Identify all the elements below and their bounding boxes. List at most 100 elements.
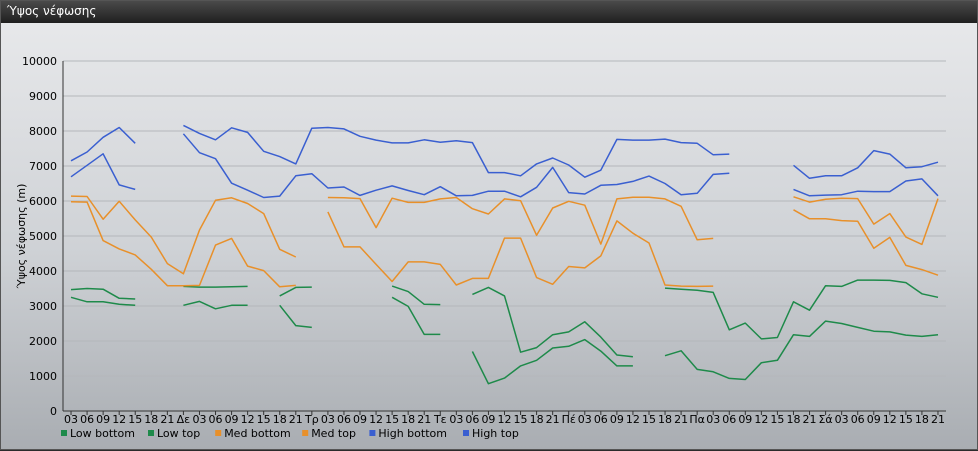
grid bbox=[63, 60, 946, 412]
x-tick-label: Πα bbox=[689, 413, 705, 426]
x-tick-label: 03 bbox=[64, 413, 78, 426]
legend-item: Med bottom bbox=[215, 427, 291, 440]
legend-item: High top bbox=[463, 427, 519, 440]
legend-label: Low top bbox=[157, 427, 200, 440]
legend: Low bottom Low top Med bottom Med top High b… bbox=[61, 427, 519, 440]
x-tick-label: 18 bbox=[401, 413, 415, 426]
series-line-segment bbox=[183, 124, 730, 178]
series-line-segment bbox=[70, 200, 296, 288]
legend-label: Low bottom bbox=[70, 427, 135, 440]
x-tick-label: 15 bbox=[770, 413, 784, 426]
x-tick-label: 09 bbox=[481, 413, 495, 426]
x-tick-label: 06 bbox=[80, 413, 94, 426]
x-tick-label: 12 bbox=[369, 413, 383, 426]
x-tick-label: 21 bbox=[160, 413, 174, 426]
x-tick-label: 09 bbox=[225, 413, 239, 426]
x-tick-label: 03 bbox=[835, 413, 849, 426]
series-low-bottom bbox=[70, 296, 939, 385]
y-tick-label: 5000 bbox=[29, 230, 57, 243]
series-line-segment bbox=[70, 153, 136, 191]
x-tick-label: 09 bbox=[738, 413, 752, 426]
legend-label: Med bottom bbox=[224, 427, 291, 440]
series-line-segment bbox=[664, 279, 939, 340]
x-tick-label: 03 bbox=[449, 413, 463, 426]
x-tick-label: 06 bbox=[465, 413, 479, 426]
series-line-segment bbox=[391, 285, 441, 306]
x-tick-label: 09 bbox=[96, 413, 110, 426]
x-tick-label: 09 bbox=[867, 413, 881, 426]
series-med-top bbox=[70, 195, 939, 275]
x-tick-label: 06 bbox=[722, 413, 736, 426]
series-line-segment bbox=[793, 178, 939, 197]
x-tick-label: 18 bbox=[658, 413, 672, 426]
x-tick-label: 21 bbox=[417, 413, 431, 426]
x-tick-label: 15 bbox=[899, 413, 913, 426]
series-line-segment bbox=[327, 211, 714, 288]
series-med-bottom bbox=[70, 200, 939, 288]
y-tick-label: 7000 bbox=[29, 160, 57, 173]
series-line-segment bbox=[793, 196, 939, 246]
series-line-segment bbox=[664, 320, 939, 381]
x-tick-label: 06 bbox=[337, 413, 351, 426]
x-tick-label: 12 bbox=[754, 413, 768, 426]
x-tick-label: 03 bbox=[706, 413, 720, 426]
x-tick-label: 21 bbox=[674, 413, 688, 426]
series-line-segment bbox=[70, 195, 297, 275]
legend-swatch bbox=[369, 430, 376, 436]
series-high-bottom bbox=[70, 133, 939, 199]
x-tick-label: 21 bbox=[546, 413, 560, 426]
x-tick-label: 06 bbox=[594, 413, 608, 426]
window-title: Ύψος νέφωσης bbox=[7, 4, 97, 18]
x-tick-label: 21 bbox=[931, 413, 945, 426]
x-tick-label: 15 bbox=[514, 413, 528, 426]
x-tick-label: 21 bbox=[803, 413, 817, 426]
legend-swatch bbox=[61, 430, 67, 436]
x-tick-label: 12 bbox=[112, 413, 126, 426]
x-tick-label: 12 bbox=[883, 413, 897, 426]
series-line-segment bbox=[472, 286, 633, 358]
x-tick-label: 15 bbox=[385, 413, 399, 426]
y-tick-label: 8000 bbox=[29, 125, 57, 138]
x-tick-label: 18 bbox=[144, 413, 158, 426]
x-tick-label: 21 bbox=[289, 413, 303, 426]
x-tick-label: 09 bbox=[353, 413, 367, 426]
x-tick-label: 15 bbox=[128, 413, 142, 426]
series-line-segment bbox=[471, 338, 633, 385]
x-tick-label: 18 bbox=[530, 413, 544, 426]
series-high-top bbox=[70, 124, 939, 180]
x-tick-label: 15 bbox=[257, 413, 271, 426]
x-tick-label: 03 bbox=[192, 413, 206, 426]
x-tick-label: 12 bbox=[498, 413, 512, 426]
y-tick-label: 2000 bbox=[29, 335, 57, 348]
title-bar: Ύψος νέφωσης bbox=[1, 1, 977, 23]
x-tick-label: 18 bbox=[786, 413, 800, 426]
series-line-segment bbox=[793, 149, 939, 180]
legend-swatch bbox=[463, 430, 469, 436]
x-tick-label: 09 bbox=[610, 413, 624, 426]
legend-label: High top bbox=[472, 427, 519, 440]
axes bbox=[62, 61, 946, 415]
legend-swatch bbox=[148, 430, 154, 436]
series-line-segment bbox=[183, 285, 248, 288]
x-tick-label: 12 bbox=[626, 413, 640, 426]
y-axis-label: Ύψος νέφωσης (m) bbox=[15, 184, 28, 290]
y-tick-label: 9000 bbox=[29, 90, 57, 103]
x-tick-label: Σά bbox=[818, 413, 832, 426]
x-tick-label: 18 bbox=[273, 413, 287, 426]
series-line-segment bbox=[70, 296, 136, 307]
series-low-top bbox=[70, 279, 939, 358]
series-group bbox=[70, 124, 939, 385]
legend-item: High bottom bbox=[369, 427, 447, 440]
x-tick-label: Δε bbox=[177, 413, 191, 426]
series-line-segment bbox=[327, 196, 714, 245]
x-tick-label: Τρ bbox=[304, 413, 319, 426]
x-tick-label: 03 bbox=[578, 413, 592, 426]
y-tick-label: 6000 bbox=[29, 195, 57, 208]
legend-label: Med top bbox=[311, 427, 356, 440]
x-tick-label: 12 bbox=[241, 413, 255, 426]
series-line-segment bbox=[70, 126, 136, 162]
series-line-segment bbox=[793, 209, 939, 276]
x-tick-label: 06 bbox=[209, 413, 223, 426]
